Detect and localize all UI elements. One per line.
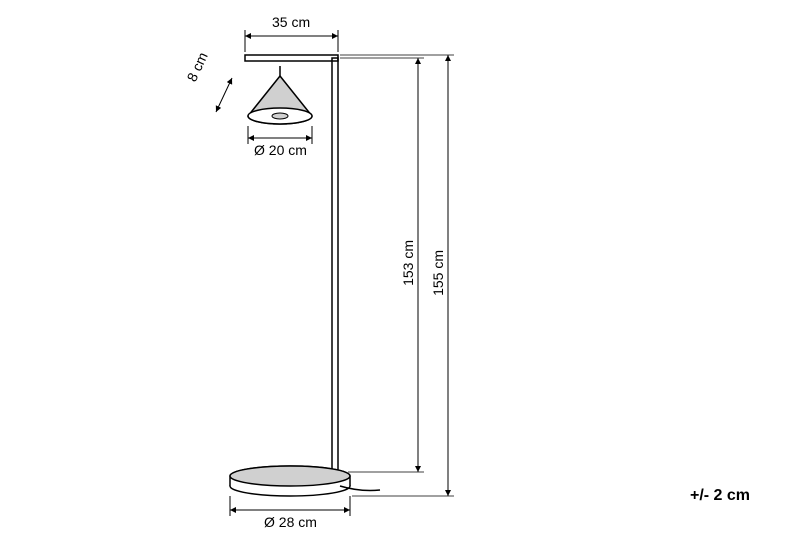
arm-width-label: 35 cm [272, 14, 310, 30]
dimension-diagram: 35 cm 8 cm Ø 20 cm Ø 28 cm 153 cm 155 cm… [0, 0, 800, 533]
tolerance-label: +/- 2 cm [690, 487, 750, 505]
shade-diameter-label: Ø 20 cm [254, 142, 307, 158]
base-diameter-label: Ø 28 cm [264, 514, 317, 530]
pole-height-label: 153 cm [400, 240, 416, 286]
total-height-label: 155 cm [430, 250, 446, 296]
